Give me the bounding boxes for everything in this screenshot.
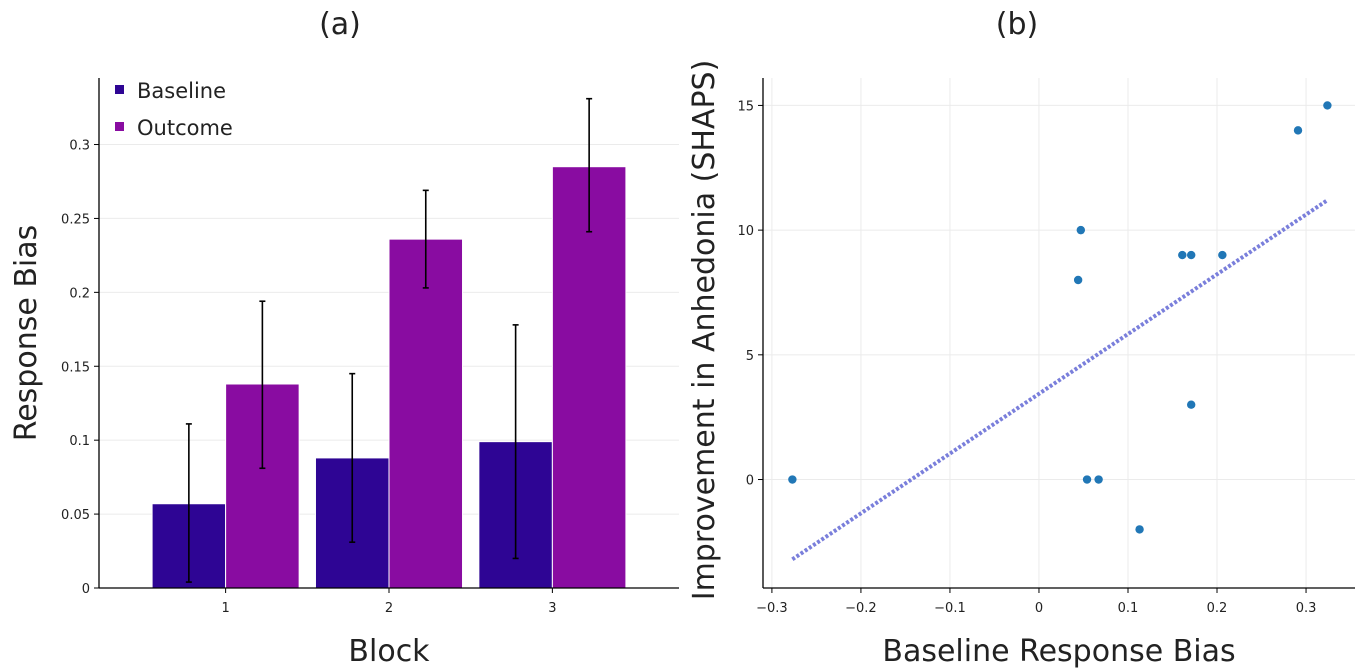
y-tick-label: 15	[737, 99, 754, 114]
scatter-point	[1178, 250, 1187, 260]
x-tick-label: 1	[221, 601, 229, 616]
panel-b-label: (b)	[996, 7, 1038, 42]
x-tick-label: −0.2	[845, 601, 877, 616]
scatter-point	[1135, 525, 1144, 534]
scatter-point	[1082, 475, 1092, 484]
y-tick-label: 0.3	[69, 139, 90, 154]
y-tick-label: 0.25	[61, 212, 90, 227]
scatter-panel: (b) 0 5 10 15 −0.3 −0.2 −0.1 0 0.1 0.2 0.3 Baseli…	[687, 7, 1355, 669]
y-tick-label: 0.1	[69, 434, 90, 449]
scatter-point	[1073, 275, 1083, 285]
bar-chart-x-axis-title: Block	[348, 634, 430, 669]
x-tick-label: 3	[548, 601, 556, 616]
bar-chart-x-ticks: 1 2 3	[221, 588, 557, 616]
scatter-point	[1094, 475, 1103, 484]
scatter-point	[1076, 225, 1086, 235]
y-tick-label: 0	[82, 582, 90, 597]
legend-label-outcome: Outcome	[137, 116, 233, 140]
x-tick-label: −0.3	[756, 601, 788, 616]
y-tick-label: 5	[746, 349, 754, 364]
bar-chart-legend: Baseline Outcome	[115, 79, 233, 140]
x-tick-label: 0.1	[1118, 601, 1139, 616]
bar-chart-y-axis-title: Response Bias	[9, 225, 44, 442]
bar-chart-bars	[151, 166, 627, 589]
scatter-fit-line	[791, 198, 1329, 561]
x-tick-label: −0.1	[934, 601, 966, 616]
scatter-gridlines	[763, 78, 1355, 588]
y-tick-label: 0	[746, 474, 754, 489]
y-tick-label: 0.15	[61, 360, 90, 375]
scatter-point	[1186, 400, 1196, 409]
scatter-y-axis-title: Improvement in Anhedonia (SHAPS)	[687, 60, 722, 601]
scatter-y-ticks: 0 5 10 15	[737, 99, 763, 489]
scatter-point	[1218, 250, 1227, 260]
x-tick-label: 0.2	[1207, 601, 1228, 616]
scatter-point	[788, 475, 797, 484]
x-tick-label: 0.3	[1296, 601, 1317, 616]
bar-outcome-block-2	[388, 238, 464, 589]
scatter-x-ticks: −0.3 −0.2 −0.1 0 0.1 0.2 0.3	[756, 588, 1316, 616]
bar-chart-panel: (a) 0 0.05 0.1 0.15 0.2 0.25 0.3 1 2 3 Block Res…	[9, 7, 679, 669]
scatter-points	[788, 101, 1332, 534]
x-tick-label: 0	[1035, 601, 1043, 616]
legend-swatch-baseline	[115, 85, 124, 94]
bar-chart-y-ticks: 0 0.05 0.1 0.15 0.2 0.25 0.3	[61, 139, 99, 597]
legend-swatch-outcome	[115, 122, 124, 131]
y-tick-label: 0.05	[61, 508, 90, 523]
bar-outcome-block-3	[551, 166, 627, 589]
scatter-point	[1293, 126, 1303, 135]
scatter-point	[1186, 250, 1196, 260]
x-tick-label: 2	[385, 601, 393, 616]
panel-a-label: (a)	[319, 7, 361, 42]
legend-label-baseline: Baseline	[137, 79, 226, 103]
y-tick-label: 10	[737, 224, 754, 239]
bar-chart-error-bars	[185, 97, 593, 583]
scatter-x-axis-title: Baseline Response Bias	[882, 634, 1235, 669]
scatter-point	[1323, 101, 1332, 110]
y-tick-label: 0.2	[69, 286, 90, 301]
